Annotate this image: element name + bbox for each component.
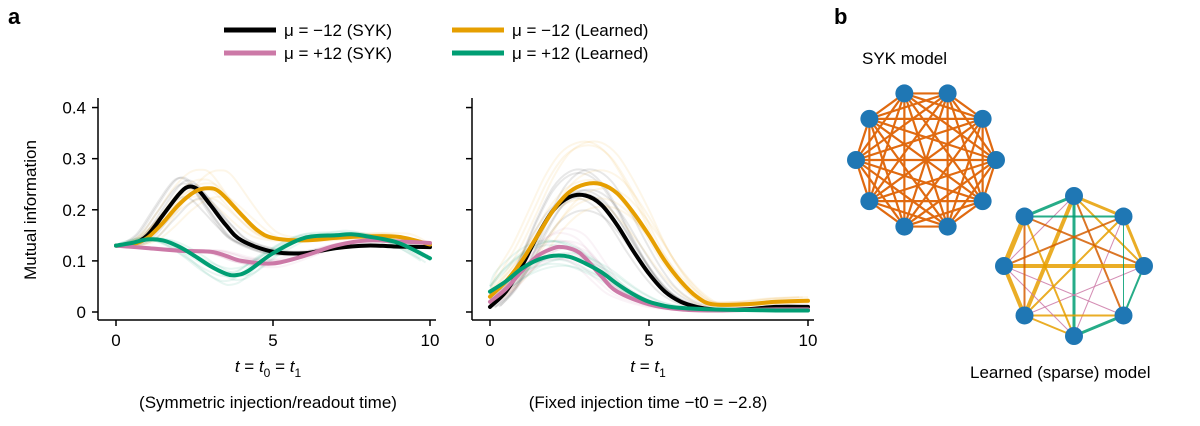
x-tick-label: 5 (644, 331, 653, 350)
syk-edge (868, 93, 906, 202)
chart-symmetric: 0 5 10 0 0.1 0.2 0.3 0.4 Mutual information t =… (21, 98, 439, 412)
x-tick-label: 10 (799, 331, 818, 350)
y-tick-label: 0.1 (62, 252, 86, 271)
panel-a-label: a (8, 4, 21, 29)
axes: 0 5 10 (466, 98, 817, 350)
syk-edge (946, 93, 984, 202)
learned-model-title: Learned (sparse) model (970, 363, 1150, 382)
syk-node (973, 109, 992, 128)
series-line-1 (488, 181, 810, 308)
syk-graph (847, 84, 1005, 236)
learned-edge (1003, 265, 1075, 337)
learned-node (1065, 187, 1083, 205)
y-tick-label: 0.2 (62, 201, 86, 220)
x-tick-label: 0 (485, 331, 494, 350)
learned-node (1114, 207, 1133, 226)
syk-edge (868, 118, 906, 227)
ghost-curves (489, 140, 809, 312)
legend: μ = −12 (SYK) μ = −12 (Learned) μ = +12 … (224, 21, 648, 63)
legend-label-2: μ = +12 (SYK) (284, 44, 392, 63)
syk-node (973, 192, 992, 211)
syk-edge (855, 159, 949, 228)
series-line-0 (114, 184, 432, 256)
legend-label-3: μ = +12 (Learned) (512, 44, 648, 63)
learned-node (1135, 257, 1153, 275)
syk-node (847, 151, 865, 169)
ensemble-curve (489, 140, 809, 304)
learned-node (1015, 207, 1034, 226)
learned-graph (995, 187, 1153, 345)
syk-edge (855, 92, 906, 161)
syk-edge (869, 117, 997, 162)
axes: 0 5 10 0 0.1 0.2 0.3 0.4 (62, 98, 439, 350)
chart-subtitle: (Fixed injection time −t0 = −2.8) (529, 393, 768, 412)
y-tick-label: 0.4 (62, 99, 86, 118)
syk-node (895, 84, 914, 103)
chart-subtitle: (Symmetric injection/readout time) (139, 393, 397, 412)
syk-node (987, 151, 1005, 169)
learned-edge (1024, 215, 1145, 267)
series-line-3 (488, 253, 810, 313)
syk-node (938, 84, 957, 103)
syk-edge (903, 92, 984, 202)
learned-node (1015, 306, 1034, 325)
syk-edge (946, 118, 984, 227)
syk-node (860, 192, 879, 211)
syk-node (860, 109, 879, 128)
x-tick-label: 10 (421, 331, 440, 350)
x-axis-label: t = t1 (630, 357, 666, 380)
series-line-1 (114, 186, 432, 248)
syk-edge (903, 159, 997, 228)
series-lines (114, 184, 432, 278)
syk-edge (868, 118, 949, 228)
y-tick-label: 0.3 (62, 150, 86, 169)
syk-edge (855, 159, 906, 228)
syk-edge (903, 92, 997, 161)
x-axis-label: t = t0 = t1 (235, 357, 302, 380)
y-tick-label: 0 (77, 303, 86, 322)
syk-edge (904, 92, 983, 120)
ensemble-curve (489, 197, 800, 307)
syk-edge (855, 92, 949, 161)
learned-edge (1024, 265, 1145, 316)
learned-edge (1023, 216, 1075, 337)
legend-label-0: μ = −12 (SYK) (284, 21, 392, 40)
x-tick-label: 5 (268, 331, 277, 350)
series-lines (488, 181, 810, 313)
learned-node (1114, 306, 1133, 325)
syk-edge (855, 158, 983, 203)
syk-node (938, 217, 957, 236)
chart-fixed-injection: 0 5 10 t = t1 (Fixed injection time −t0 = … (466, 98, 817, 412)
syk-model-title: SYK model (862, 49, 947, 68)
learned-node (995, 257, 1013, 275)
series-line-3 (114, 232, 432, 278)
syk-edge (869, 200, 948, 228)
panel-b-label: b (834, 4, 847, 29)
syk-node (895, 217, 914, 236)
learned-node (1065, 327, 1083, 345)
x-tick-label: 0 (111, 331, 120, 350)
learned-edge (1003, 195, 1075, 267)
ghost-curves (115, 168, 431, 286)
legend-label-1: μ = −12 (Learned) (512, 21, 648, 40)
y-axis-label: Mutual information (21, 140, 40, 280)
syk-edge (903, 93, 949, 227)
